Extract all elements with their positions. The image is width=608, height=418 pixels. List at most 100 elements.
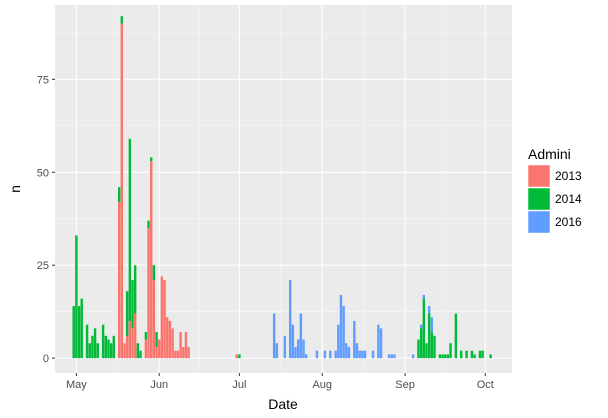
bar-2014	[96, 343, 99, 359]
legend-label-2016: 2016	[555, 215, 582, 229]
legend-key-2016	[527, 210, 551, 234]
bar-2016	[329, 350, 332, 359]
bar-2014	[112, 335, 115, 359]
bar-2014	[443, 354, 447, 359]
bar-2014	[441, 354, 444, 359]
bar-2016	[299, 313, 303, 359]
bar-2014	[438, 354, 442, 359]
y-tick-label: 75	[37, 74, 49, 86]
bar-2014	[422, 298, 426, 359]
bar-2014	[131, 280, 134, 329]
bar-2014	[147, 220, 150, 229]
bar-2014	[109, 343, 113, 359]
bar-2016	[305, 354, 308, 359]
bar-2014	[449, 343, 452, 359]
bar-2014	[470, 350, 474, 359]
y-tick-label: 0	[43, 353, 49, 365]
bar-2016	[275, 343, 279, 359]
bar-2013	[152, 280, 156, 359]
bar-2013	[133, 313, 137, 359]
bar-2014	[417, 339, 420, 359]
legend-label-2013: 2013	[555, 169, 582, 183]
bar-2014	[489, 354, 492, 359]
x-tick-label: Jul	[232, 379, 246, 391]
bar-2014	[139, 350, 142, 359]
bar-2016	[358, 350, 361, 359]
bar-2013	[174, 350, 177, 359]
bar-2013	[125, 335, 129, 359]
bar-2013	[150, 161, 153, 359]
bar-2013	[163, 280, 166, 359]
bar-2013	[147, 228, 150, 359]
bar-2016	[419, 324, 423, 329]
legend: Admini 2013 2014 2016	[527, 146, 582, 234]
legend-title: Admini	[528, 146, 571, 162]
bar-2014	[125, 291, 129, 336]
bar-2013	[123, 343, 126, 359]
x-tick-label: May	[66, 379, 87, 391]
y-axis: 0 25 50 75	[37, 74, 55, 365]
bar-2014	[152, 265, 156, 281]
bar-2013	[120, 23, 124, 359]
bar-2016	[323, 350, 327, 359]
bar-2016	[342, 306, 345, 359]
bar-2014	[478, 350, 482, 359]
x-tick-label: Sep	[395, 379, 415, 391]
y-axis-title: n	[7, 185, 23, 193]
plot-panel	[55, 5, 512, 373]
bar-2013	[128, 320, 132, 359]
bar-2014	[238, 354, 241, 359]
bar-2014	[155, 332, 158, 347]
bar-2016	[411, 354, 415, 359]
bar-2013	[144, 339, 148, 359]
bars	[72, 16, 492, 359]
bar-2016	[345, 343, 348, 359]
bar-2013	[187, 346, 190, 359]
bar-2013	[176, 350, 180, 359]
bar-2016	[288, 280, 292, 359]
bar-2014	[136, 343, 140, 359]
bar-2016	[379, 328, 383, 359]
bar-2014	[460, 350, 463, 359]
bar-2016	[347, 346, 351, 359]
bar-2014	[91, 335, 94, 359]
legend-key-2013	[527, 164, 551, 188]
bar-2016	[422, 294, 426, 299]
bar-2014	[144, 332, 148, 340]
bar-2014	[75, 235, 78, 359]
bar-2014	[454, 313, 458, 359]
x-tick-label: Aug	[312, 379, 332, 391]
bar-2014	[481, 350, 484, 359]
bar-2013	[158, 339, 161, 359]
bar-2016	[387, 354, 391, 359]
bar-2014	[427, 313, 431, 359]
bar-2013	[155, 346, 158, 359]
bar-2014	[85, 324, 89, 359]
y-tick-label: 25	[37, 260, 49, 272]
y-tick-label: 50	[37, 167, 49, 179]
bar-2014	[93, 328, 97, 359]
bar-2014	[101, 324, 105, 359]
bar-2016	[291, 324, 295, 359]
bar-2016	[390, 354, 393, 359]
legend-label-2014: 2014	[555, 192, 582, 206]
bar-2014	[446, 354, 450, 359]
bar-2014	[473, 354, 476, 359]
bar-2014	[430, 332, 434, 359]
bar-2013	[160, 276, 164, 359]
bar-2016	[430, 317, 434, 333]
bar-2016	[339, 294, 343, 359]
bar-2014	[465, 350, 468, 359]
bar-2016	[353, 320, 356, 359]
bar-2014	[425, 343, 428, 359]
minor-gridlines	[55, 5, 512, 373]
bar-2014	[419, 328, 423, 359]
x-axis: May Jun Jul Aug Sep Oct	[66, 373, 494, 391]
bar-2013	[166, 317, 169, 359]
bar-2014	[104, 335, 107, 359]
bar-2016	[371, 350, 375, 359]
bar-2016	[361, 350, 364, 359]
bar-2016	[272, 313, 276, 359]
bar-2016	[297, 339, 300, 359]
